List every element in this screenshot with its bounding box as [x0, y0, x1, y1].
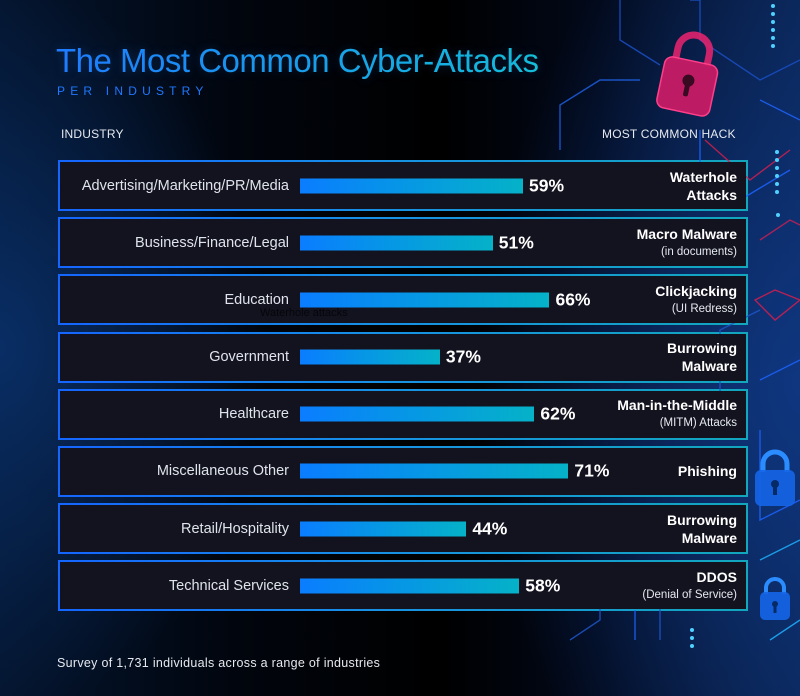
industry-label: Technical Services	[168, 577, 289, 594]
most-common-hack: DDOS (Denial of Service)	[642, 568, 737, 604]
chart-row: Business/Finance/Legal 51% Macro Malware (i…	[58, 217, 748, 269]
bar-track	[300, 406, 535, 422]
value-bar	[300, 292, 550, 308]
overlay-note: Waterhole attacks	[260, 307, 348, 320]
percent-value: 58%	[525, 575, 561, 596]
most-common-hack: Burrowing Malware	[667, 511, 737, 547]
bar-track	[300, 292, 550, 308]
chart-row: Retail/Hospitality 44% Burrowing Malware	[58, 503, 748, 555]
hack-name: Phishing	[677, 463, 737, 480]
padlock-icon-blue-small	[760, 577, 790, 620]
hack-detail: (MITM) Attacks	[659, 417, 737, 430]
industry-label: Education	[224, 291, 290, 308]
hack-detail: (UI Redress)	[671, 302, 737, 315]
chart-row: Healthcare 62% Man-in-the-Middle (MITM) Att…	[58, 388, 748, 440]
survey-footnote: Survey of 1,731 individuals across a ran…	[57, 656, 381, 670]
most-common-hack: Phishing	[678, 462, 737, 480]
percent-value: 71%	[574, 460, 610, 481]
page-subtitle: PER INDUSTRY	[57, 84, 209, 98]
most-common-hack: Burrowing Malware	[667, 339, 737, 375]
percent-value: 44%	[472, 518, 508, 539]
value-bar	[300, 463, 569, 479]
industry-label: Government	[209, 349, 289, 366]
most-common-hack: Clickjacking (UI Redress)	[655, 282, 737, 318]
hack-detail: Malware	[681, 358, 737, 375]
hack-name: Clickjacking	[655, 282, 737, 299]
hack-name: Waterhole	[669, 168, 737, 185]
bar-track	[300, 178, 524, 193]
value-bar	[300, 521, 467, 537]
chart-row: Technical Services 58% DDOS (Denial of Serv…	[58, 560, 748, 612]
chart-row: Miscellaneous Other 71% Phishing	[58, 445, 748, 497]
bar-track	[300, 235, 493, 251]
percent-value: 37%	[445, 346, 481, 367]
hack-name: Burrowing	[667, 511, 737, 528]
value-bar	[300, 178, 524, 193]
most-common-hack: Man-in-the-Middle (MITM) Attacks	[617, 396, 737, 432]
hack-detail: (in documents)	[660, 245, 737, 258]
column-header-industry: INDUSTRY	[61, 127, 124, 141]
hack-name: Macro Malware	[636, 225, 737, 242]
value-bar	[300, 578, 520, 594]
hack-detail: Attacks	[686, 186, 737, 203]
value-bar	[300, 235, 493, 251]
padlock-icon-blue	[755, 449, 795, 506]
industry-label: Advertising/Marketing/PR/Media	[81, 177, 289, 194]
chart-row: Advertising/Marketing/PR/Media 59% Waterho…	[58, 160, 748, 211]
hack-detail: (Denial of Service)	[642, 588, 737, 601]
most-common-hack: Waterhole Attacks	[670, 168, 737, 204]
bar-track	[300, 463, 569, 479]
most-common-hack: Macro Malware (in documents)	[637, 225, 737, 261]
chart-rows: Advertising/Marketing/PR/Media 59% Waterho…	[58, 160, 748, 618]
page-title: The Most Common Cyber-Attacks	[56, 42, 539, 79]
padlock-icon-pink	[656, 31, 719, 117]
value-bar	[300, 406, 535, 422]
percent-value: 66%	[555, 289, 591, 310]
bar-track	[300, 521, 467, 537]
percent-value: 62%	[540, 403, 576, 424]
bar-track	[300, 578, 520, 594]
chart-row: Education 66% Clickjacking (UI Redress) Wate…	[58, 274, 748, 326]
hack-name: Burrowing	[667, 340, 737, 357]
industry-label: Miscellaneous Other	[156, 463, 289, 480]
hack-name: Man-in-the-Middle	[617, 397, 737, 414]
percent-value: 59%	[529, 175, 565, 195]
value-bar	[300, 349, 440, 365]
industry-label: Business/Finance/Legal	[135, 234, 289, 251]
hack-name: DDOS	[696, 568, 737, 585]
column-header-most-common-hack: MOST COMMON HACK	[602, 127, 736, 141]
hack-detail: Malware	[681, 529, 737, 546]
industry-label: Retail/Hospitality	[181, 520, 289, 537]
bar-track	[300, 349, 440, 365]
chart-row: Government 37% Burrowing Malware	[58, 331, 748, 383]
percent-value: 51%	[498, 232, 534, 253]
industry-label: Healthcare	[218, 406, 289, 423]
